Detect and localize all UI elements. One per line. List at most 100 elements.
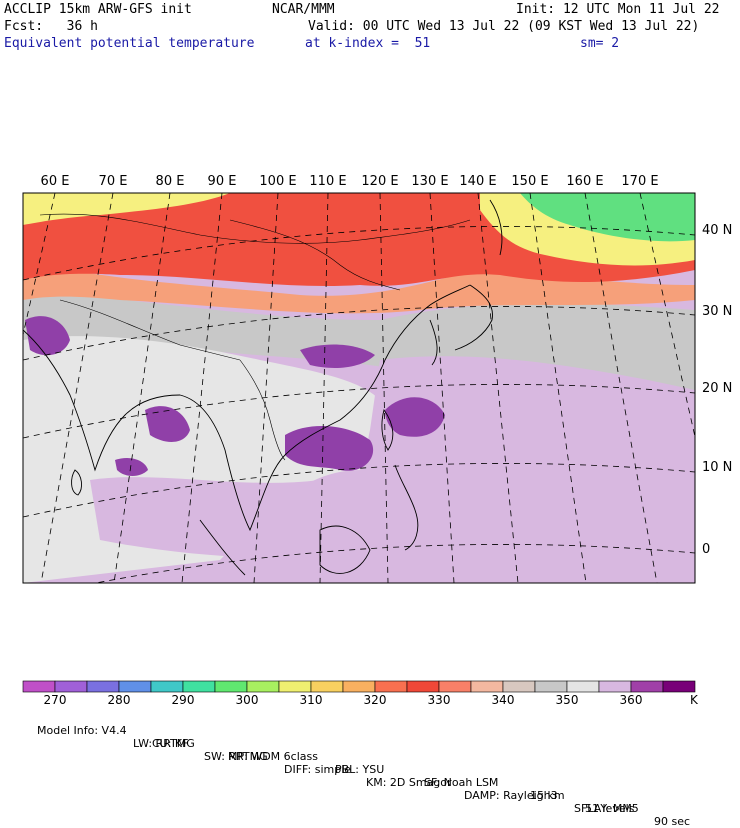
meridian-line [639, 193, 695, 439]
footer-damp: DAMP: Rayleigh3 [464, 789, 558, 802]
longitude-label: 130 E [411, 174, 448, 189]
longitude-label: 90 E [208, 174, 237, 189]
field-lilac-ocean [367, 356, 695, 540]
footer-sflay: SFLAY: MM5 [574, 802, 639, 815]
longitude-label: 110 E [309, 174, 346, 189]
longitude-label: 160 E [566, 174, 603, 189]
colorbar-swatch [118, 680, 152, 693]
purple-patch-andaman [115, 458, 148, 476]
colorbar-label: 280 [108, 693, 131, 707]
footer-line-1: Model Info: V4.4 CU: KF MP: WDM 6class P… [30, 711, 690, 828]
forecast-hour: Fcst: 36 h [4, 19, 98, 34]
meridian-line [23, 193, 56, 337]
footer-sw: SW: RRTMG [204, 750, 268, 763]
purple-patch-china [300, 344, 375, 368]
colorbar-swatch [342, 680, 376, 693]
org-label: NCAR/MMM [272, 2, 335, 17]
init-time: Init: 12 UTC Mon 11 Jul 22 [516, 2, 720, 17]
colorbar-swatch [438, 680, 472, 693]
colorbar-labels: 270 280 290 300 310 320 330 340 350 360 [44, 693, 643, 707]
border-mongolia [229, 219, 401, 291]
field-lilac-south [90, 477, 420, 560]
colorbar-swatch [502, 680, 536, 693]
field-peach-band [23, 260, 695, 314]
colorbar-label: 360 [620, 693, 643, 707]
coast-philippines [394, 464, 419, 551]
footer-lw: LW: RRTMG [133, 737, 195, 750]
colorbar-swatch [566, 680, 600, 693]
colorbar-unit: K [690, 693, 699, 707]
field-yellow-west [23, 193, 230, 225]
longitude-label: 60 E [41, 174, 70, 189]
longitude-label: 170 E [621, 174, 658, 189]
colorbar-swatch [86, 680, 120, 693]
field-green-zone [520, 193, 695, 242]
latitude-label: 0 [702, 542, 710, 557]
colorbar-label: 290 [172, 693, 195, 707]
footer-km: KM: 2D Smagor [366, 776, 452, 789]
footer-line-2: LW: RRTMG SW: RRTMG DIFF: simple KM: 2D … [126, 724, 639, 815]
meridian-line [584, 193, 658, 583]
colorbar-label: 340 [492, 693, 515, 707]
coast-borneo [319, 525, 371, 574]
border-himalaya [59, 299, 241, 361]
field-name: Equivalent potential temperature [4, 36, 255, 51]
coast-sri-lanka [71, 469, 82, 496]
colorbar-label: 350 [556, 693, 579, 707]
longitude-labels: 60 E 70 E 80 E 90 E 100 E 110 E 120 E 130 E 140 … [41, 174, 659, 189]
map-frame [22, 192, 696, 584]
latitude-label: 10 N [702, 460, 732, 475]
colorbar-swatch [22, 680, 56, 693]
colorbar-swatch [182, 680, 216, 693]
coast-india [23, 329, 181, 472]
colorbar-swatch [374, 680, 408, 693]
longitude-label: 150 E [511, 174, 548, 189]
footer-model-info: Model Info: V4.4 [37, 724, 127, 737]
colorbar-swatch [310, 680, 344, 693]
colorbar-swatch [214, 680, 248, 693]
latitude-labels: 40 N 30 N 20 N 10 N 0 [702, 223, 732, 557]
level-label: at k-index = 51 [305, 36, 431, 51]
latitude-label: 30 N [702, 304, 732, 319]
longitude-label: 70 E [99, 174, 128, 189]
valid-time: Valid: 00 UTC Wed 13 Jul 22 (09 KST Wed … [308, 19, 700, 34]
colorbar-label: 310 [300, 693, 323, 707]
colorbar-swatch [598, 680, 632, 693]
footer-diff: DIFF: simple [284, 763, 352, 776]
colorbar-swatch [246, 680, 280, 693]
meridian-line [40, 193, 114, 583]
weather-map: 60 E 70 E 80 E 90 E 100 E 110 E 120 E 130 E 140 … [22, 174, 732, 707]
graticule [23, 193, 695, 583]
footer-timestep: 90 sec [654, 815, 691, 828]
purple-patch-india [25, 316, 70, 356]
colorbar-swatch [534, 680, 568, 693]
colorbar [22, 680, 696, 693]
model-title: ACCLIP 15km ARW-GFS init [4, 2, 192, 17]
colorbar-label: 270 [44, 693, 67, 707]
longitude-label: 120 E [361, 174, 398, 189]
latitude-label: 40 N [702, 223, 732, 238]
colorbar-swatch [150, 680, 184, 693]
coast-sea [179, 284, 471, 532]
longitude-label: 140 E [459, 174, 496, 189]
map-field [23, 193, 695, 583]
colorbar-swatch [662, 680, 696, 693]
latitude-label: 20 N [702, 381, 732, 396]
smoothing-label: sm= 2 [580, 36, 620, 51]
colorbar-swatch [470, 680, 504, 693]
colorbar-label: 330 [428, 693, 451, 707]
purple-patch-scs [285, 425, 374, 471]
longitude-label: 80 E [156, 174, 185, 189]
purple-patch-bay [145, 406, 190, 442]
coast-sumatra [199, 519, 246, 576]
purple-patch-wp [385, 397, 445, 437]
colorbar-swatch [630, 680, 664, 693]
coast-korea-japan [429, 199, 503, 366]
colorbar-label: 300 [236, 693, 259, 707]
border-indochina [239, 359, 286, 461]
longitude-label: 100 E [259, 174, 296, 189]
coastlines [23, 199, 503, 576]
colorbar-swatch [406, 680, 440, 693]
colorbar-swatch [54, 680, 88, 693]
colorbar-swatch [278, 680, 312, 693]
